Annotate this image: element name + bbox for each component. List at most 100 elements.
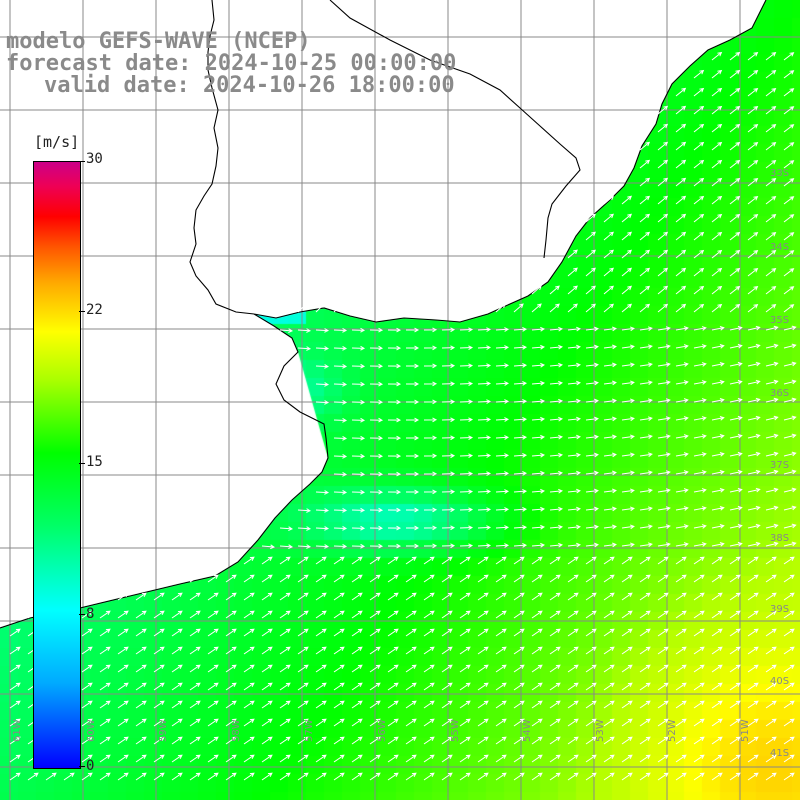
wind-arrow [405, 574, 417, 583]
wind-arrow [189, 700, 201, 709]
wind-arrow [783, 304, 795, 313]
wind-arrow [495, 682, 507, 691]
wind-arrow [315, 346, 330, 351]
wind-arrow [549, 754, 561, 763]
wind-arrow [657, 344, 671, 349]
wind-arrow [639, 592, 651, 601]
wind-arrow [531, 574, 543, 583]
wind-arrow [405, 543, 420, 549]
wind-arrow [567, 682, 579, 691]
wind-arrow [729, 433, 743, 439]
wind-arrow [243, 682, 255, 691]
wind-arrow [477, 435, 492, 440]
lat-label-3: 36S [770, 388, 790, 399]
wind-arrow [675, 574, 687, 583]
wind-arrow [585, 303, 596, 313]
wind-arrow [675, 524, 689, 529]
wind-arrow [693, 344, 707, 349]
wind-arrow [207, 700, 219, 709]
wind-arrow [747, 361, 761, 367]
wind-arrow [729, 361, 743, 367]
wind-arrow [513, 754, 525, 763]
wind-arrow [81, 754, 93, 763]
wind-arrow [711, 361, 725, 367]
wind-arrow [153, 592, 165, 601]
wind-arrow [315, 664, 327, 673]
wind-arrow [549, 718, 561, 727]
wind-arrow [729, 415, 743, 421]
wind-arrow [675, 452, 689, 457]
wind-arrow [729, 159, 741, 169]
coastline [0, 0, 767, 629]
wind-arrow [711, 487, 725, 493]
wind-arrow [765, 772, 777, 781]
wind-arrow [243, 646, 255, 655]
wind-arrow [711, 105, 723, 115]
wind-arrow [567, 592, 579, 601]
wind-arrow [657, 195, 669, 205]
wind-arrow [333, 682, 345, 691]
wind-arrow [315, 508, 330, 513]
wind-arrow [459, 489, 474, 495]
wind-arrow [585, 344, 599, 350]
wind-arrow [675, 123, 687, 133]
wind-arrow [405, 646, 417, 655]
wind-arrow [261, 754, 273, 763]
wind-arrow [225, 682, 237, 691]
wind-arrow [621, 542, 635, 548]
wind-arrow [297, 754, 309, 763]
wind-arrow [675, 177, 687, 187]
wind-arrow [513, 417, 528, 422]
wind-arrow [783, 682, 795, 691]
wind-arrow [747, 105, 759, 115]
wind-arrow [657, 141, 669, 151]
wind-arrow [459, 682, 471, 691]
wind-arrow [315, 700, 327, 709]
wind-arrow [747, 574, 759, 583]
wind-arrow [315, 490, 330, 495]
wind-arrow [477, 736, 489, 745]
wind-arrow [711, 433, 725, 439]
wind-arrow [297, 628, 309, 637]
wind-arrow [369, 543, 384, 549]
wind-arrow [711, 123, 723, 133]
wind-arrow [603, 303, 614, 313]
wind-arrow [657, 470, 671, 475]
wind-arrow [243, 628, 255, 637]
wind-arrow [153, 718, 165, 727]
wind-arrow [27, 772, 39, 781]
wind-arrow [711, 141, 723, 151]
wind-arrow [639, 628, 651, 637]
lon-label-8: 53W [595, 719, 606, 742]
wind-arrow [765, 754, 777, 763]
wind-arrow [531, 434, 545, 440]
lon-label-2: 59W [158, 719, 169, 742]
wind-arrow [387, 417, 402, 423]
wind-arrow [603, 574, 615, 583]
wind-arrow [387, 700, 399, 709]
wind-arrow [81, 628, 93, 637]
wind-arrow [693, 542, 707, 547]
wind-arrow [135, 718, 147, 727]
wind-arrow [675, 231, 687, 241]
wind-arrow [621, 398, 635, 404]
wind-arrow [441, 646, 453, 655]
wind-arrow [783, 556, 795, 565]
wind-arrow [747, 195, 759, 205]
wind-arrow [297, 592, 309, 601]
wind-arrow [477, 664, 489, 673]
wind-arrow [585, 682, 597, 691]
wind-arrow [297, 526, 312, 531]
wind-arrow [567, 434, 581, 440]
wind-arrow [549, 682, 561, 691]
wind-arrow [513, 363, 528, 368]
wind-arrow [765, 196, 777, 205]
wind-arrow [675, 362, 689, 367]
wind-arrow [549, 592, 561, 601]
wind-arrow [567, 249, 578, 259]
wind-arrow [297, 736, 309, 745]
wind-arrow [477, 453, 492, 458]
wind-arrow [639, 682, 651, 691]
wind-arrow [693, 452, 707, 457]
wind-arrow [675, 416, 689, 421]
